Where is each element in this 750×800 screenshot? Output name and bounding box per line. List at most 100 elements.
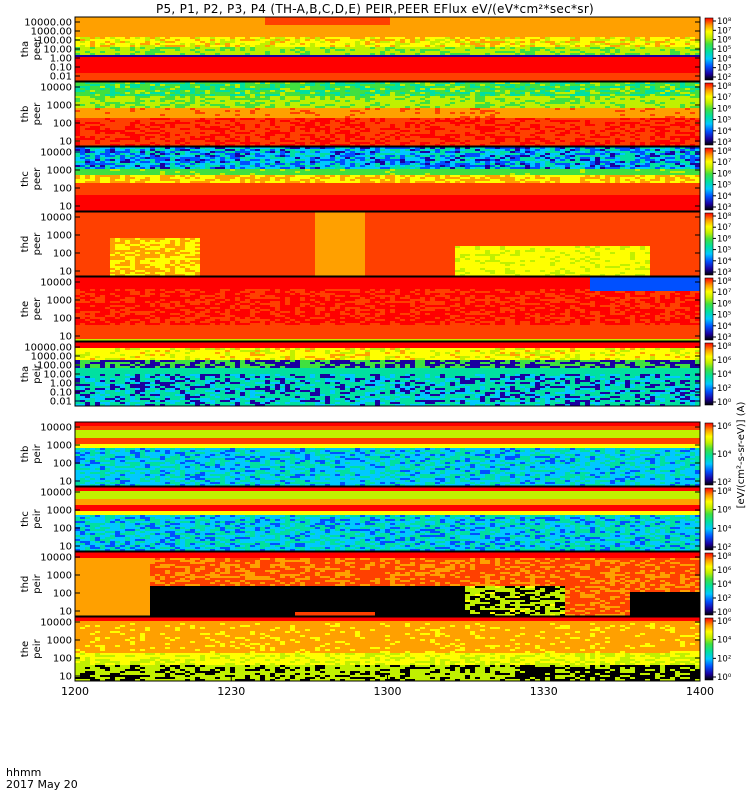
spectrogram-cell [100, 33, 105, 35]
spectrogram-cell [535, 33, 540, 35]
spectrogram-cell [570, 27, 575, 29]
spectrogram-cell [300, 35, 305, 37]
spectrogram-cell [595, 43, 600, 45]
spectrogram-cell [445, 29, 450, 31]
spectrogram-cell [440, 45, 445, 47]
spectrogram-cell [430, 39, 435, 41]
spectrogram-cell [435, 49, 440, 51]
spectrogram-cell [390, 33, 395, 35]
spectrogram-cell [665, 43, 670, 45]
spectrogram-cell [450, 31, 455, 33]
spectrogram-cell [190, 49, 195, 51]
spectrogram-cell [660, 31, 665, 33]
spectrogram-cell [355, 23, 360, 25]
spectrogram-cell [175, 23, 180, 25]
spectrogram-cell [665, 47, 670, 49]
spectrogram-cell [440, 29, 445, 31]
spectrogram-cell [560, 33, 565, 35]
spectrogram-cell [265, 23, 270, 25]
spectrogram-cell [405, 35, 410, 37]
spectrogram-cell [105, 27, 110, 29]
spectrogram-cell [90, 37, 95, 39]
spectrogram-cell [115, 45, 120, 47]
spectrogram-cell [140, 25, 145, 27]
spectrogram-cell [310, 41, 315, 43]
spectrogram-cell [660, 45, 665, 47]
spectrogram-cell [290, 39, 295, 41]
spectrogram-cell [160, 31, 165, 33]
spectrogram-cell [560, 19, 565, 21]
spectrogram-cell [490, 41, 495, 43]
spectrogram-cell [385, 21, 390, 23]
spectrogram-cell [525, 31, 530, 33]
spectrogram-cell [615, 39, 620, 41]
spectrogram-cell [325, 43, 330, 45]
spectrogram-cell [300, 43, 305, 45]
spectrogram-cell [630, 41, 635, 43]
spectrogram-cell [445, 33, 450, 35]
spectrogram-cell [575, 41, 580, 43]
spectrogram-cell [90, 35, 95, 37]
spectrogram-cell [485, 49, 490, 51]
spectrogram-cell [530, 41, 535, 43]
spectrogram-cell [620, 21, 625, 23]
spectrogram-cell [75, 33, 80, 35]
spectrogram-cell [485, 39, 490, 41]
spectrogram-cell [360, 35, 365, 37]
spectrogram-cell [125, 33, 130, 35]
spectrogram-cell [380, 49, 385, 51]
spectrogram-cell [685, 31, 690, 33]
spectrogram-cell [275, 45, 280, 47]
spectrogram-cell [685, 23, 690, 25]
spectrogram-cell [440, 49, 445, 51]
spectrogram-cell [445, 35, 450, 37]
spectrogram-cell [120, 51, 125, 53]
spectrogram-cell [110, 43, 115, 45]
spectrogram-cell [435, 31, 440, 33]
spectrogram-cell [350, 35, 355, 37]
spectrogram-cell [515, 27, 520, 29]
spectrogram-cell [400, 19, 405, 21]
spectrogram-cell [115, 25, 120, 27]
spectrogram-cell [630, 43, 635, 45]
spectrogram-cell [490, 43, 495, 45]
spectrogram-cell [335, 43, 340, 45]
spectrogram-cell [405, 45, 410, 47]
spectrogram-cell [400, 35, 405, 37]
spectrogram-cell [245, 37, 250, 39]
spectrogram-cell [215, 43, 220, 45]
spectrogram-cell [310, 49, 315, 51]
spectrogram-cell [655, 39, 660, 41]
spectrogram-cell [85, 43, 90, 45]
spectrogram-cell [510, 23, 515, 25]
spectrogram-cell [245, 39, 250, 41]
spectrogram-cell [115, 37, 120, 39]
spectrogram-cell [520, 41, 525, 43]
spectrogram-cell [380, 45, 385, 47]
spectrogram-cell [220, 19, 225, 21]
spectrogram-cell [480, 39, 485, 41]
spectrogram-cell [540, 43, 545, 45]
spectrogram-cell [590, 31, 595, 33]
spectrogram-cell [645, 43, 650, 45]
spectrogram-cell [565, 31, 570, 33]
spectrogram-cell [655, 25, 660, 27]
spectrogram-cell [615, 37, 620, 39]
spectrogram-cell [260, 51, 265, 53]
spectrogram-cell [635, 35, 640, 37]
spectrogram-cell [325, 47, 330, 49]
spectrogram-cell [470, 29, 475, 31]
spectrogram-cell [455, 37, 460, 39]
spectrogram-cell [345, 43, 350, 45]
spectrogram-cell [210, 35, 215, 37]
spectrogram-cell [515, 19, 520, 21]
spectrogram-cell [295, 31, 300, 33]
spectrogram-cell [315, 39, 320, 41]
spectrogram-cell [675, 23, 680, 25]
spectrogram-cell [665, 45, 670, 47]
spectrogram-cell [455, 39, 460, 41]
spectrogram-cell [545, 35, 550, 37]
spectrogram-cell [140, 43, 145, 45]
spectrogram-cell [690, 37, 695, 39]
spectrogram-cell [180, 45, 185, 47]
